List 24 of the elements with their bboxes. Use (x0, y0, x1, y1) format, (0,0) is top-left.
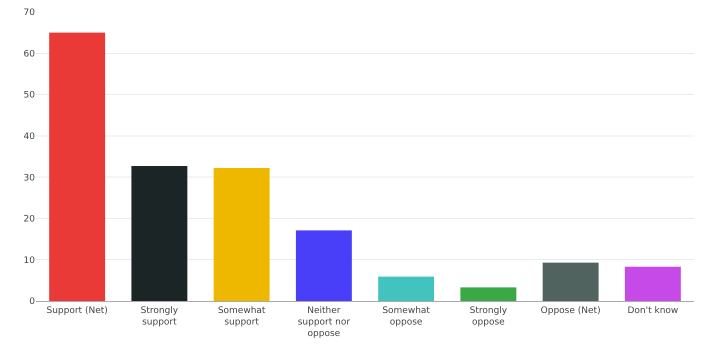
bar (49, 32, 106, 301)
x-tick-label: Somewhat oppose (382, 306, 430, 328)
bar (624, 266, 681, 301)
y-tick-label: 30 (24, 173, 36, 184)
y-tick-label: 70 (24, 8, 36, 18)
bar (460, 287, 516, 301)
bar (378, 276, 434, 301)
bar (131, 166, 188, 301)
bar (296, 230, 352, 301)
x-tick-label: Don't know (627, 306, 678, 316)
x-tick-label: Support (Net) (46, 306, 108, 316)
bar (542, 262, 599, 301)
y-tick-label: 20 (24, 214, 36, 225)
y-tick-label: 50 (24, 90, 36, 101)
y-tick-label: 10 (24, 256, 36, 266)
x-tick-label: Strongly oppose (470, 306, 508, 328)
x-tick-label: Oppose (Net) (540, 306, 601, 316)
y-tick-label: 0 (29, 297, 36, 308)
y-tick-label: 40 (24, 132, 36, 142)
y-tick-label: 60 (24, 49, 36, 60)
x-tick-label: Somewhat support (218, 306, 266, 328)
x-tick-label: Strongly support (140, 306, 179, 328)
bar (214, 168, 270, 301)
x-tick-label: Neither support nor oppose (298, 306, 350, 340)
